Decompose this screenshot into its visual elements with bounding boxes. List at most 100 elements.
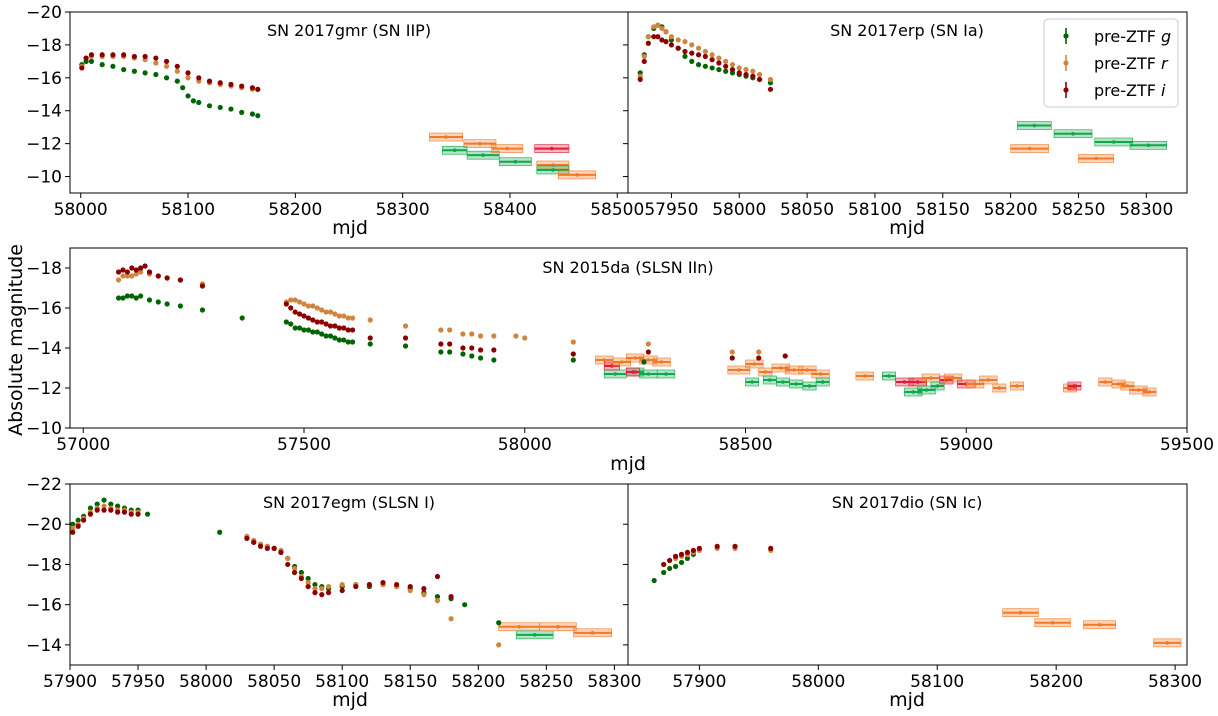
axes-frame bbox=[627, 11, 1188, 194]
data-point-g bbox=[239, 109, 245, 115]
data-point-g bbox=[115, 503, 121, 509]
data-point-g bbox=[75, 517, 81, 523]
data-point-i bbox=[702, 53, 708, 60]
data-point-r bbox=[185, 75, 191, 81]
data-point-i bbox=[659, 37, 665, 43]
data-point-i bbox=[110, 52, 116, 58]
x-tick-label: 58150 bbox=[916, 200, 970, 220]
data-point-i bbox=[108, 507, 114, 513]
ztf-point-r bbox=[862, 374, 867, 378]
data-point-i bbox=[142, 53, 148, 60]
data-point-r bbox=[310, 303, 316, 309]
data-point-r bbox=[292, 297, 298, 303]
data-point-i bbox=[99, 52, 105, 58]
y-tick-label: −22 bbox=[26, 475, 62, 495]
data-point-i bbox=[264, 545, 270, 551]
data-point-r bbox=[448, 616, 454, 622]
legend-label-i: pre-ZTF i bbox=[1094, 81, 1166, 100]
y-tick-label: −12 bbox=[26, 379, 62, 399]
data-point-g bbox=[312, 581, 318, 588]
x-tick-label: 58400 bbox=[483, 200, 537, 220]
data-point-r bbox=[675, 37, 681, 43]
ztf-point-r bbox=[763, 370, 768, 374]
data-point-i bbox=[174, 63, 180, 69]
data-point-i bbox=[434, 573, 441, 580]
data-point-i bbox=[121, 52, 127, 58]
data-point-g bbox=[678, 559, 685, 566]
data-point-g bbox=[115, 295, 122, 301]
ztf-point-r bbox=[1050, 620, 1055, 625]
data-point-i bbox=[366, 581, 373, 588]
data-point-i bbox=[305, 315, 312, 321]
data-point-g bbox=[121, 66, 127, 73]
data-point-g bbox=[367, 341, 373, 347]
ztf-point-r bbox=[737, 368, 741, 372]
ztf-point-i bbox=[902, 380, 907, 384]
data-point-r bbox=[339, 581, 345, 588]
legend-label-g: pre-ZTF g bbox=[1094, 27, 1171, 46]
data-point-i bbox=[341, 325, 347, 331]
data-point-r bbox=[709, 52, 715, 58]
data-point-r bbox=[659, 25, 665, 32]
data-point-r bbox=[570, 339, 576, 345]
ztf-point-g bbox=[911, 390, 916, 394]
data-point-g bbox=[255, 113, 261, 119]
data-point-i bbox=[675, 45, 681, 51]
data-point-r bbox=[729, 62, 736, 68]
data-point-i bbox=[782, 353, 788, 359]
data-point-g bbox=[190, 98, 197, 104]
data-point-g bbox=[310, 329, 316, 335]
legend-dot-i bbox=[1063, 87, 1069, 93]
panel-sn2017dio: 57900 58000 58100 58200 58300 SN 2017dio (SN… bbox=[623, 483, 1202, 711]
plot-area-sn2017dio: 57900 58000 58100 58200 58300 bbox=[623, 483, 1202, 692]
data-point-i bbox=[651, 34, 657, 40]
data-point-i bbox=[199, 283, 206, 289]
x-tick-label: 58250 bbox=[519, 672, 573, 692]
data-point-i bbox=[684, 549, 691, 555]
data-point-g bbox=[298, 569, 304, 576]
data-point-i bbox=[339, 587, 345, 594]
x-tick-label: 58000 bbox=[712, 200, 766, 220]
ztf-point-r bbox=[1165, 641, 1170, 645]
data-point-i bbox=[87, 511, 94, 517]
x-tick-label: 58100 bbox=[315, 672, 369, 692]
data-point-r bbox=[434, 598, 441, 604]
data-point-g bbox=[319, 331, 325, 337]
data-point-g bbox=[438, 349, 444, 355]
data-point-g bbox=[661, 569, 667, 576]
ztf-point-g bbox=[935, 384, 940, 388]
ztf-point-r bbox=[818, 372, 823, 376]
x-axis-label-sn2017erp: mjd bbox=[889, 217, 925, 239]
ztf-point-r bbox=[997, 386, 1002, 390]
data-point-i bbox=[349, 327, 356, 333]
ztf-point-g bbox=[794, 382, 799, 386]
panel-title-sn2017erp: SN 2017erp (SN Ia) bbox=[830, 21, 984, 40]
x-tick-label: 58300 bbox=[587, 672, 641, 692]
x-tick-label: 59000 bbox=[939, 435, 993, 455]
data-point-i bbox=[133, 267, 139, 273]
x-tick-label: 58000 bbox=[179, 672, 233, 692]
data-point-r bbox=[736, 65, 742, 71]
data-point-g bbox=[239, 315, 245, 321]
y-tick-label: −16 bbox=[26, 596, 62, 616]
y-tick-label: −18 bbox=[26, 36, 62, 56]
data-point-r bbox=[750, 68, 756, 74]
data-point-r bbox=[716, 55, 722, 61]
data-point-g bbox=[101, 497, 107, 503]
ztf-point-i bbox=[550, 146, 554, 151]
data-point-i bbox=[672, 553, 679, 560]
data-point-i bbox=[402, 335, 409, 341]
data-point-i bbox=[314, 319, 320, 325]
data-point-i bbox=[325, 590, 332, 596]
data-point-i bbox=[327, 323, 334, 329]
data-point-r bbox=[349, 315, 356, 321]
plot-area-sn2017egm: 57900 57950 58000 58050 58100 58150 58200 58250… bbox=[26, 475, 641, 692]
x-tick-label: 58200 bbox=[984, 200, 1038, 220]
legend-entry-r: pre-ZTF r bbox=[1063, 54, 1169, 73]
data-point-g bbox=[462, 602, 468, 608]
data-point-g bbox=[434, 594, 441, 600]
data-point-i bbox=[81, 517, 87, 523]
data-point-g bbox=[314, 329, 320, 335]
data-point-i bbox=[101, 507, 107, 513]
